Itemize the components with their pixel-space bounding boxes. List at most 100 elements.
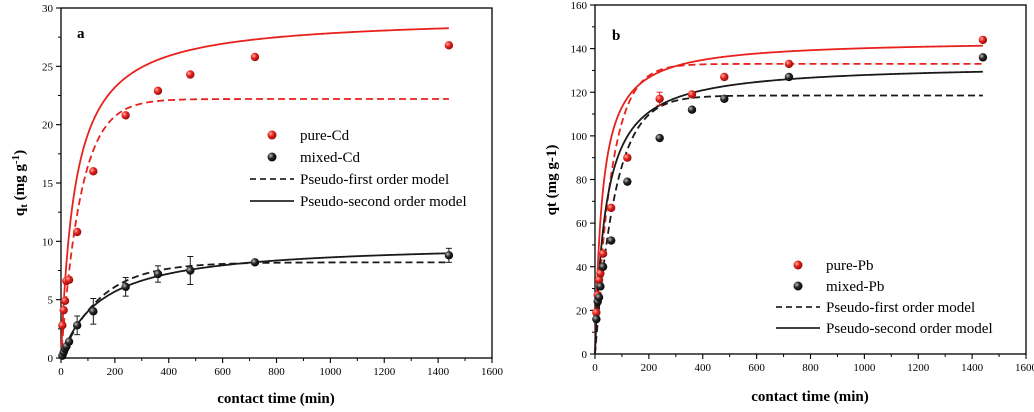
panel-a-pure-cd-point (58, 321, 67, 330)
panel-b-legend-label-pure-pb: pure-Pb (826, 258, 874, 274)
panel-a-legend-marker-pure-cd (267, 130, 277, 140)
panel-a-fit-curves (60, 27, 449, 359)
panel-b-y-tick-label: 160 (571, 0, 588, 12)
panel-b-data-points (592, 35, 988, 324)
panel-b-y-tick-label: 20 (576, 305, 588, 317)
panel-a-x-tick-label: 800 (268, 366, 285, 378)
panel-a-x-tick-label: 1000 (319, 366, 342, 378)
panel-a-mixed-cd-point (153, 269, 163, 279)
panel-b-y-tick-label: 80 (576, 175, 588, 187)
panel-b-mixed-pb-point (594, 293, 604, 302)
panel-b-x-tick-label: 800 (802, 362, 819, 374)
panel-a-x-tick-label: 400 (161, 366, 178, 378)
panel-b-x-tick-label: 1200 (907, 362, 930, 374)
panel-a-y-tick-label: 25 (42, 61, 54, 73)
panel-a-y-tick-label: 30 (42, 3, 54, 15)
panel-b-x-tick-label: 1600 (1015, 362, 1034, 374)
panel-a-legend-label-mixed-cd: mixed-Cd (300, 150, 360, 166)
panel-a-x-tick-label: 0 (58, 366, 64, 378)
panel-b-fit-curves (594, 44, 983, 355)
panel-a-pure-cd-point (64, 275, 74, 285)
panel-b-legend-label-mixed-pb: mixed-Pb (826, 279, 884, 295)
panel-b-mixed-pb-point (596, 282, 605, 291)
panel-a-x-axis-title: contact time (min) (217, 391, 334, 407)
panel-b-pure-pb-point (623, 153, 632, 162)
panel-b-pure-pb-point (596, 269, 605, 278)
panel-a-label: a (77, 26, 85, 42)
panel-a-y-tick-label: 15 (42, 178, 54, 190)
panel-b-pure-pb-point (687, 90, 697, 99)
panel-a-mixed-cd-point (250, 258, 260, 267)
panel-b-y-tick-label: 120 (571, 87, 588, 99)
panel-b-pure-pb-point (784, 59, 794, 69)
panel-b-label: b (612, 28, 620, 44)
panel-b-pure-pb-point (655, 94, 664, 103)
panel-b-ticks: 0 200 400 600 800 1000 1200 1400 1600 0 20 40 60 80 10… (571, 0, 1034, 374)
panel-b-pure-pb-point (606, 203, 616, 213)
panel-a-legend: pure-Cd mixed-Cd Pseudo-first order model P… (250, 128, 467, 210)
panel-b-mixed-pb-point (606, 236, 616, 245)
panel-b-pure-pb-pso-fit (594, 44, 983, 355)
panel-a-legend-label-pseudo-second-order-model: Pseudo-second order model (300, 194, 467, 210)
panel-b-pure-pb-pfo-fit (594, 62, 983, 355)
panel-b-x-tick-label: 0 (592, 362, 598, 374)
panel-b-x-tick-label: 400 (695, 362, 712, 374)
panel-a-pure-cd-point (250, 52, 260, 62)
panel-a-mixed-cd-pso-fit (60, 252, 449, 359)
panel-b-legend-marker-mixed-pb (793, 281, 803, 291)
panel-a-pure-cd-point (59, 305, 68, 315)
panel-a-x-tick-label: 1600 (481, 366, 504, 378)
panel-b-y-tick-label: 40 (576, 262, 588, 274)
panel-b-mixed-pb-point (687, 105, 697, 114)
panel-a-pure-cd-pso-fit (60, 27, 449, 359)
panel-a-y-tick-label: 10 (42, 236, 54, 248)
panel-b-x-tick-label: 1000 (853, 362, 876, 374)
panel-b-x-tick-label: 1400 (961, 362, 984, 374)
panel-a: 0 200 400 600 800 1000 1200 1400 1600 0 5 10 15 20 25 3… (10, 3, 504, 407)
panel-a-y-axis-close: ) (12, 150, 28, 155)
panel-a-ticks: 0 200 400 600 800 1000 1200 1400 1600 0 5 10 15 20 25 3… (42, 3, 504, 378)
panel-a-pure-cd-point (121, 111, 130, 120)
panel-a-mixed-cd-pfo-fit (60, 261, 449, 359)
panel-a-y-axis-superscript: -1 (10, 155, 22, 164)
panel-a-legend-label-pseudo-first-order-model: Pseudo-first order model (300, 172, 449, 188)
panel-a-pure-cd-pfo-fit (60, 98, 449, 359)
panel-b-mixed-pb-pso-fit (594, 70, 983, 355)
panel-a-data-points (58, 41, 454, 360)
panel-a-x-tick-label: 200 (107, 366, 124, 378)
panel-a-x-tick-label: 1400 (427, 366, 450, 378)
panel-b-pure-pb-point (592, 308, 601, 317)
panel-b-y-tick-label: 60 (576, 218, 588, 230)
panel-a-y-axis-unit: (mg g (12, 164, 28, 204)
panel-a-x-tick-label: 1200 (373, 366, 396, 378)
panel-b-x-axis-title: contact time (min) (751, 389, 868, 405)
panel-a-x-tick-label: 600 (214, 366, 231, 378)
panel-b-mixed-pb-point (623, 177, 632, 186)
panel-b-y-tick-label: 100 (571, 131, 588, 143)
panel-a-y-tick-label: 0 (48, 353, 54, 365)
panel-a-pure-cd-point (72, 227, 82, 237)
panel-b-mixed-pb-point (784, 72, 794, 82)
panel-a-pure-cd-point (60, 296, 70, 306)
panel-a-pure-cd-point (444, 41, 454, 50)
panel-b-x-tick-label: 600 (748, 362, 765, 374)
panel-b-y-tick-label: 140 (571, 44, 588, 56)
panel-b-mixed-pb-point (592, 314, 601, 324)
panel-b-legend-marker-pure-pb (793, 260, 803, 270)
panel-a-mixed-cd-point (121, 282, 130, 292)
panel-a-pure-cd-point (186, 70, 195, 79)
panel-b-pure-pb-point (598, 249, 608, 258)
panel-a-pure-cd-point (89, 167, 98, 176)
panel-b-pure-pb-point (978, 35, 988, 45)
panel-a-mixed-cd-point (72, 321, 82, 330)
panel-a-mixed-cd-point (186, 266, 195, 275)
panel-a-mixed-cd-point (89, 307, 98, 316)
panel-a-legend-label-pure-cd: pure-Cd (300, 128, 350, 144)
panel-b-mixed-pb-point (598, 262, 608, 271)
panel-b-legend-label-pseudo-second-order-model: Pseudo-second order model (826, 321, 993, 337)
panel-b-mixed-pb-point (720, 94, 729, 103)
panel-a-y-axis-subscript: t (18, 204, 30, 208)
panel-a-y-tick-label: 20 (42, 120, 54, 132)
panel-b-mixed-pb-point (978, 53, 988, 62)
